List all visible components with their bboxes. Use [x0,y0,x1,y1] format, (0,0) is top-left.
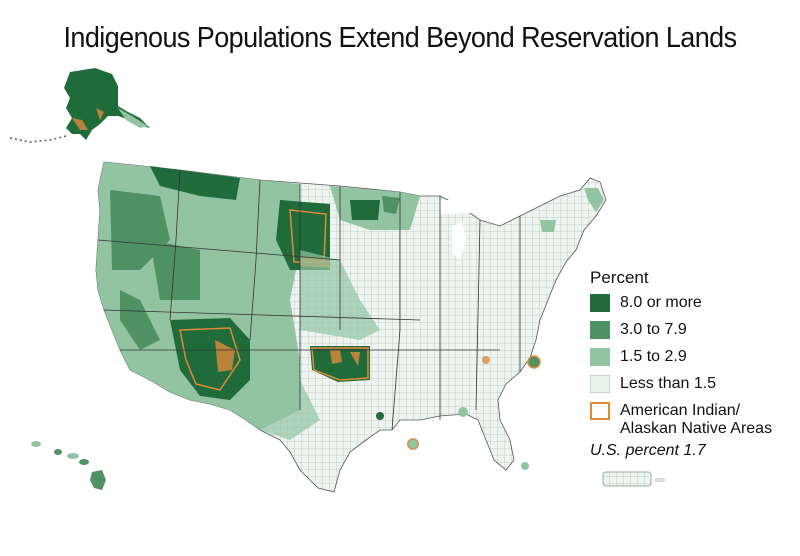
legend-item-native-areas: American Indian/ Alaskan Native Areas [590,402,800,444]
us-percent-note: U.S. percent 1.7 [590,442,706,459]
legend-label: Less than 1.5 [620,375,717,392]
legend-swatch-pale-green [590,375,610,393]
legend-heading: Percent [590,268,649,287]
puerto-rico-region [602,471,666,487]
legend-item-less-than-1-5: Less than 1.5 [590,375,800,402]
legend-label: 1.5 to 2.9 [620,348,687,365]
map-title: Indigenous Populations Extend Beyond Res… [63,22,737,54]
legend-swatch-medium-green [590,321,610,339]
legend-label: 8.0 or more [620,294,702,311]
hawaii-region [31,441,106,490]
legend-label: American Indian/ Alaskan Native Areas [620,402,773,437]
contiguous-us [95,161,607,493]
legend-item-1-5-to-2-9: 1.5 to 2.9 [590,348,800,375]
legend-swatch-orange-outline [590,402,610,420]
map-legend: Percent 8.0 or more 3.0 to 7.9 1.5 to 2.… [590,268,800,460]
legend-label: 3.0 to 7.9 [620,321,687,338]
legend-swatch-light-green [590,348,610,366]
legend-item-8-or-more: 8.0 or more [590,294,800,321]
alaska-region [9,68,150,143]
legend-swatch-dark-green [590,294,610,312]
legend-item-3-to-7-9: 3.0 to 7.9 [590,321,800,348]
